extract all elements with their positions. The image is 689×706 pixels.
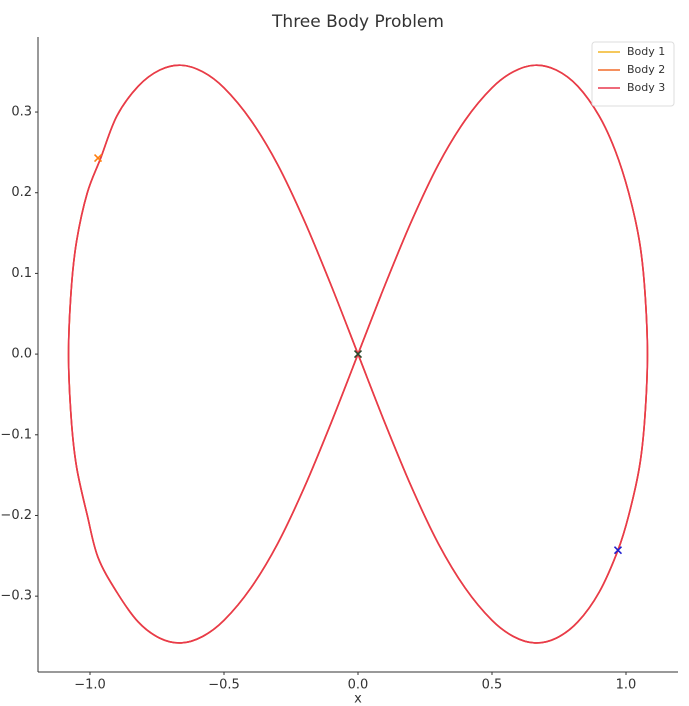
x-tick-label: 0.0 bbox=[348, 678, 369, 693]
end-marker bbox=[613, 546, 623, 555]
y-tick-label: 0.3 bbox=[11, 105, 32, 120]
end-marker bbox=[353, 350, 363, 359]
y-tick-label: 0.1 bbox=[11, 266, 32, 281]
end-marker bbox=[93, 153, 103, 163]
legend: Body 1 Body 2 Body 3 bbox=[591, 41, 675, 107]
y-tick-label: −0.1 bbox=[0, 427, 32, 442]
legend-label: Body 1 bbox=[627, 45, 665, 58]
y-tick-label: 0.0 bbox=[11, 347, 32, 362]
x-tick-label: 1.0 bbox=[616, 678, 637, 693]
y-tick-label: −0.3 bbox=[0, 589, 32, 604]
x-tick-label: −0.5 bbox=[208, 678, 240, 693]
chart-title: Three Body Problem bbox=[271, 12, 444, 32]
marker-stroke bbox=[613, 546, 623, 555]
legend-label: Body 2 bbox=[627, 63, 665, 76]
legend-label: Body 3 bbox=[627, 81, 665, 94]
y-tick-label: 0.2 bbox=[11, 185, 32, 200]
marker-stroke bbox=[93, 153, 103, 163]
legend-box bbox=[591, 41, 675, 107]
marker-stroke bbox=[353, 350, 363, 359]
x-tick-label: 0.5 bbox=[482, 678, 503, 693]
y-tick-label: −0.2 bbox=[0, 508, 32, 523]
x-tick-label: −1.0 bbox=[74, 678, 106, 693]
x-axis-label: x bbox=[354, 692, 362, 706]
